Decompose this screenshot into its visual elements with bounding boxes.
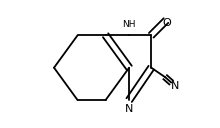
Text: NH: NH	[122, 20, 136, 29]
Text: N: N	[125, 104, 133, 114]
Text: O: O	[162, 18, 171, 29]
Text: N: N	[171, 81, 179, 91]
